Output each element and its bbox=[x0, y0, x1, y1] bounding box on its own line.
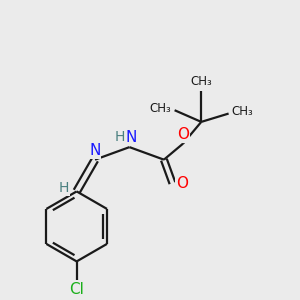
Text: CH₃: CH₃ bbox=[150, 102, 172, 115]
Text: CH₃: CH₃ bbox=[232, 105, 253, 119]
Text: Cl: Cl bbox=[69, 282, 84, 297]
Text: O: O bbox=[176, 176, 188, 191]
Text: N: N bbox=[89, 143, 101, 158]
Text: H: H bbox=[114, 130, 124, 144]
Text: H: H bbox=[59, 181, 69, 195]
Text: CH₃: CH₃ bbox=[190, 75, 212, 88]
Text: O: O bbox=[177, 127, 189, 142]
Text: N: N bbox=[125, 130, 137, 145]
